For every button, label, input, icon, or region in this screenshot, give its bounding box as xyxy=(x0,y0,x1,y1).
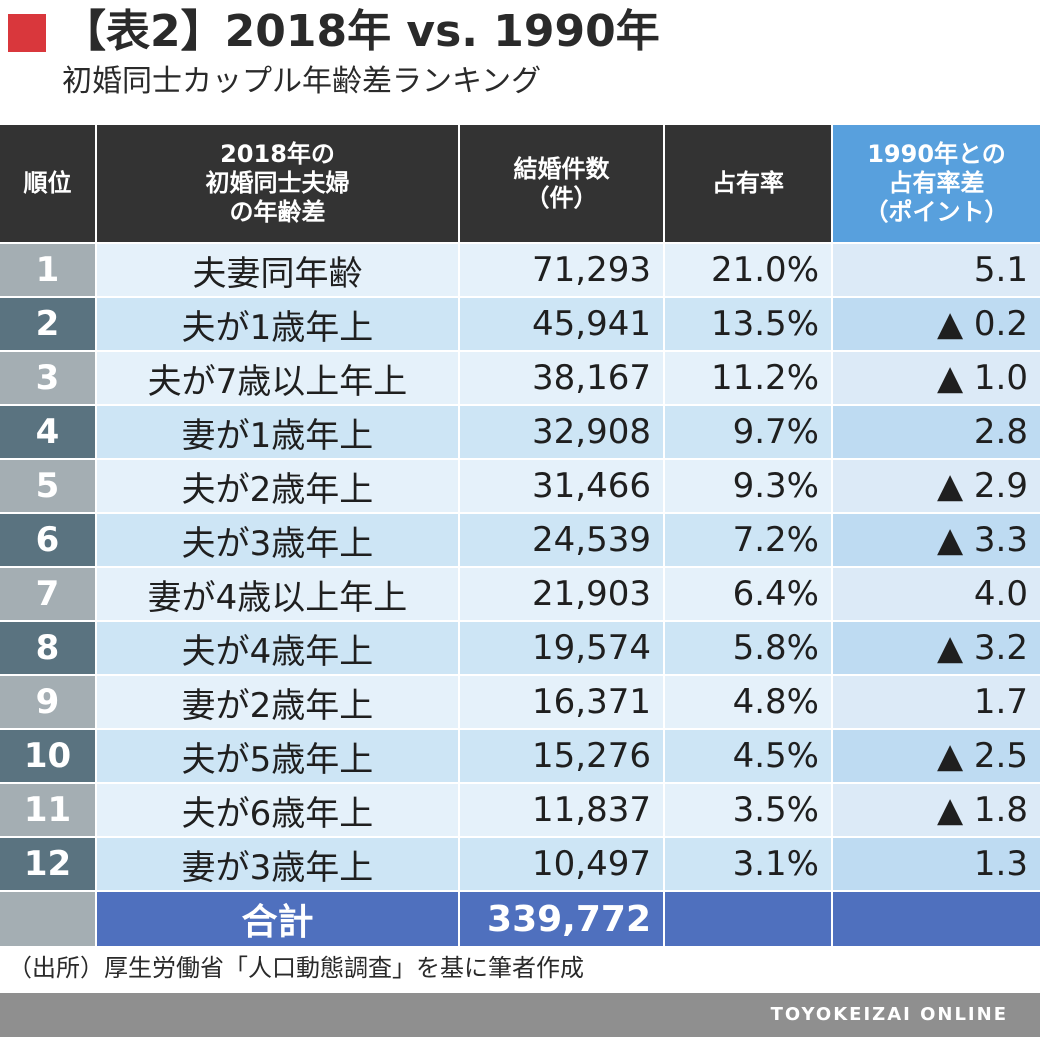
share-cell: 3.5% xyxy=(665,782,833,836)
age-diff-cell: 夫が6歳年上 xyxy=(97,782,460,836)
table-row: 5 夫が2歳年上 31,466 9.3% ▲ 2.9 xyxy=(0,458,1040,512)
change-cell: 4.0 xyxy=(833,566,1040,620)
share-cell: 4.8% xyxy=(665,674,833,728)
col-header-share: 占有率 xyxy=(665,125,833,242)
count-cell: 11,837 xyxy=(460,782,665,836)
age-diff-cell: 夫が5歳年上 xyxy=(97,728,460,782)
age-diff-cell: 妻が3歳年上 xyxy=(97,836,460,890)
table-row: 12 妻が3歳年上 10,497 3.1% 1.3 xyxy=(0,836,1040,890)
table-body: 1 夫妻同年齢 71,293 21.0% 5.1 2 夫が1歳年上 45,941 13.5% ▲ … xyxy=(0,242,1040,890)
table-header-row: 順位 2018年の 初婚同士夫婦 の年齢差 結婚件数 （件） 占有率 1990年… xyxy=(0,125,1040,242)
age-diff-cell: 夫が1歳年上 xyxy=(97,296,460,350)
col-header-count: 結婚件数 （件） xyxy=(460,125,665,242)
rank-cell: 10 xyxy=(0,728,97,782)
total-label: 合計 xyxy=(97,890,460,946)
col-header-change: 1990年との 占有率差 （ポイント） xyxy=(833,125,1040,242)
count-cell: 38,167 xyxy=(460,350,665,404)
share-cell: 9.3% xyxy=(665,458,833,512)
col-header-age-diff: 2018年の 初婚同士夫婦 の年齢差 xyxy=(97,125,460,242)
age-diff-cell: 夫が2歳年上 xyxy=(97,458,460,512)
count-cell: 45,941 xyxy=(460,296,665,350)
footer-bar: TOYOKEIZAI ONLINE xyxy=(0,993,1040,1037)
ranking-table: 順位 2018年の 初婚同士夫婦 の年齢差 結婚件数 （件） 占有率 1990年… xyxy=(0,125,1040,946)
share-cell: 21.0% xyxy=(665,242,833,296)
rank-cell: 7 xyxy=(0,566,97,620)
table-row: 10 夫が5歳年上 15,276 4.5% ▲ 2.5 xyxy=(0,728,1040,782)
rank-cell: 8 xyxy=(0,620,97,674)
age-diff-cell: 妻が2歳年上 xyxy=(97,674,460,728)
page-subtitle: 初婚同士カップル年齢差ランキング xyxy=(62,64,542,99)
change-cell: 2.8 xyxy=(833,404,1040,458)
table-row: 7 妻が4歳以上年上 21,903 6.4% 4.0 xyxy=(0,566,1040,620)
change-cell: 1.7 xyxy=(833,674,1040,728)
table-row: 6 夫が3歳年上 24,539 7.2% ▲ 3.3 xyxy=(0,512,1040,566)
change-cell: ▲ 2.9 xyxy=(833,458,1040,512)
table-row: 4 妻が1歳年上 32,908 9.7% 2.8 xyxy=(0,404,1040,458)
age-diff-cell: 夫が4歳年上 xyxy=(97,620,460,674)
age-diff-cell: 夫が3歳年上 xyxy=(97,512,460,566)
rank-cell: 6 xyxy=(0,512,97,566)
count-cell: 15,276 xyxy=(460,728,665,782)
rank-cell: 3 xyxy=(0,350,97,404)
share-cell: 5.8% xyxy=(665,620,833,674)
change-cell: ▲ 3.3 xyxy=(833,512,1040,566)
count-cell: 32,908 xyxy=(460,404,665,458)
share-cell: 3.1% xyxy=(665,836,833,890)
total-count: 339,772 xyxy=(460,890,665,946)
table-row: 1 夫妻同年齢 71,293 21.0% 5.1 xyxy=(0,242,1040,296)
brand-label: TOYOKEIZAI ONLINE xyxy=(770,1004,1008,1025)
change-cell: ▲ 0.2 xyxy=(833,296,1040,350)
rank-cell: 9 xyxy=(0,674,97,728)
total-share-cell xyxy=(665,890,833,946)
title-accent-square xyxy=(8,14,46,52)
share-cell: 7.2% xyxy=(665,512,833,566)
col-header-rank: 順位 xyxy=(0,125,97,242)
change-cell: ▲ 1.8 xyxy=(833,782,1040,836)
share-cell: 13.5% xyxy=(665,296,833,350)
change-cell: ▲ 2.5 xyxy=(833,728,1040,782)
total-row: 合計 339,772 xyxy=(0,890,1040,946)
table-row: 11 夫が6歳年上 11,837 3.5% ▲ 1.8 xyxy=(0,782,1040,836)
count-cell: 24,539 xyxy=(460,512,665,566)
rank-cell: 12 xyxy=(0,836,97,890)
rank-cell: 4 xyxy=(0,404,97,458)
rank-cell: 2 xyxy=(0,296,97,350)
table-row: 9 妻が2歳年上 16,371 4.8% 1.7 xyxy=(0,674,1040,728)
count-cell: 71,293 xyxy=(460,242,665,296)
age-diff-cell: 妻が4歳以上年上 xyxy=(97,566,460,620)
change-cell: 5.1 xyxy=(833,242,1040,296)
share-cell: 9.7% xyxy=(665,404,833,458)
share-cell: 11.2% xyxy=(665,350,833,404)
count-cell: 10,497 xyxy=(460,836,665,890)
count-cell: 31,466 xyxy=(460,458,665,512)
count-cell: 19,574 xyxy=(460,620,665,674)
change-cell: ▲ 3.2 xyxy=(833,620,1040,674)
share-cell: 6.4% xyxy=(665,566,833,620)
change-cell: 1.3 xyxy=(833,836,1040,890)
total-rank-cell xyxy=(0,890,97,946)
rank-cell: 1 xyxy=(0,242,97,296)
rank-cell: 5 xyxy=(0,458,97,512)
table-row: 3 夫が7歳以上年上 38,167 11.2% ▲ 1.0 xyxy=(0,350,1040,404)
age-diff-cell: 妻が1歳年上 xyxy=(97,404,460,458)
page-title: 【表2】2018年 vs. 1990年 xyxy=(62,6,660,57)
table-row: 2 夫が1歳年上 45,941 13.5% ▲ 0.2 xyxy=(0,296,1040,350)
age-diff-cell: 夫妻同年齢 xyxy=(97,242,460,296)
change-cell: ▲ 1.0 xyxy=(833,350,1040,404)
rank-cell: 11 xyxy=(0,782,97,836)
share-cell: 4.5% xyxy=(665,728,833,782)
source-note: （出所）厚生労働省「人口動態調査」を基に筆者作成 xyxy=(8,954,584,982)
count-cell: 16,371 xyxy=(460,674,665,728)
count-cell: 21,903 xyxy=(460,566,665,620)
table-row: 8 夫が4歳年上 19,574 5.8% ▲ 3.2 xyxy=(0,620,1040,674)
age-diff-cell: 夫が7歳以上年上 xyxy=(97,350,460,404)
total-change-cell xyxy=(833,890,1040,946)
